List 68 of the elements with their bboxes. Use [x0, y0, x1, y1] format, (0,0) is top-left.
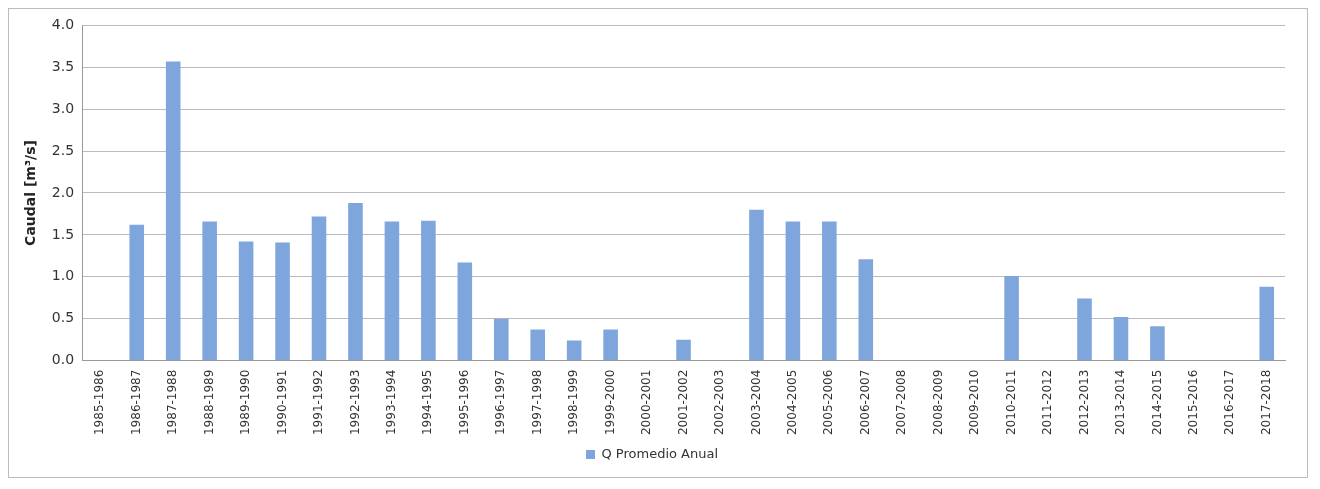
bar — [129, 224, 145, 361]
bar — [493, 318, 509, 361]
x-tick-label: 2011-2012 — [1040, 369, 1055, 436]
x-tick-label: 1987-1988 — [165, 369, 180, 436]
x-tick-label: 1999-2000 — [602, 369, 617, 436]
x-tick-label: 2012-2013 — [1076, 369, 1091, 436]
bar — [566, 340, 582, 361]
bar — [1077, 298, 1092, 361]
bar — [822, 221, 837, 361]
x-tick-label: 2017-2018 — [1258, 369, 1273, 436]
x-tick-label: 1986-1987 — [128, 369, 143, 436]
y-tick-label: 3.5 — [51, 57, 75, 74]
y-tick-label: 0.5 — [51, 309, 75, 326]
x-tick-label: 1996-1997 — [493, 369, 508, 436]
bar — [1113, 317, 1129, 361]
x-tick-label: 2015-2016 — [1185, 369, 1200, 436]
bar — [1150, 326, 1165, 361]
x-tick-label: 1995-1996 — [456, 369, 471, 436]
x-tick-label: 1989-1990 — [238, 369, 253, 436]
x-tick-label: 2014-2015 — [1149, 369, 1164, 436]
bar — [785, 221, 801, 361]
x-tick-label: 2005-2006 — [821, 369, 836, 436]
x-tick-label: 1988-1989 — [201, 369, 216, 436]
bar — [457, 262, 473, 361]
y-tick-label: 1.0 — [51, 267, 75, 284]
bar — [275, 242, 290, 361]
bar — [603, 329, 618, 361]
bar — [165, 61, 181, 361]
x-tick-label: 2008-2009 — [930, 369, 945, 436]
bar — [384, 221, 400, 361]
bar — [348, 203, 363, 361]
x-tick-label: 2001-2002 — [675, 369, 690, 436]
x-tick-label: 1991-1992 — [311, 369, 326, 436]
x-tick-label: 1990-1991 — [274, 369, 289, 436]
y-axis-title: Caudal [m³/s] — [22, 140, 39, 246]
bar — [530, 329, 546, 361]
bar — [311, 216, 327, 361]
x-tick-label: 2002-2003 — [712, 369, 727, 436]
bar — [749, 209, 764, 361]
y-tick-label: 2.5 — [51, 141, 75, 158]
x-tick-label: 1994-1995 — [420, 369, 435, 436]
x-tick-label: 2007-2008 — [894, 369, 909, 436]
x-tick-label: 1993-1994 — [384, 369, 399, 436]
bar — [1259, 286, 1275, 361]
x-tick-label: 2003-2004 — [748, 369, 763, 436]
x-tick-label: 2016-2017 — [1222, 369, 1237, 436]
x-tick-label: 2010-2011 — [1003, 369, 1018, 436]
x-tick-label: 1985-1986 — [92, 369, 107, 436]
x-tick-label: 1998-1999 — [566, 369, 581, 436]
legend-label: Q Promedio Anual — [601, 445, 719, 461]
bar — [202, 221, 217, 361]
y-tick-label: 2.0 — [51, 183, 75, 200]
x-tick-label: 1992-1993 — [347, 369, 362, 436]
y-tick-label: 3.0 — [51, 99, 75, 116]
x-tick-label: 1997-1998 — [529, 369, 544, 436]
x-tick-label: 2009-2010 — [967, 369, 982, 436]
x-tick-label: 2013-2014 — [1113, 369, 1128, 436]
x-tick-label: 2004-2005 — [785, 369, 800, 436]
bar — [1004, 275, 1019, 361]
bar — [421, 220, 436, 361]
bar — [676, 339, 691, 361]
bar — [238, 241, 254, 361]
bar — [858, 259, 874, 361]
y-tick-label: 0.0 — [51, 351, 75, 368]
y-tick-label: 1.5 — [51, 225, 75, 242]
x-tick-label: 2006-2007 — [857, 369, 872, 436]
y-tick-label: 4.0 — [51, 16, 75, 33]
x-tick-label: 2000-2001 — [639, 369, 654, 436]
